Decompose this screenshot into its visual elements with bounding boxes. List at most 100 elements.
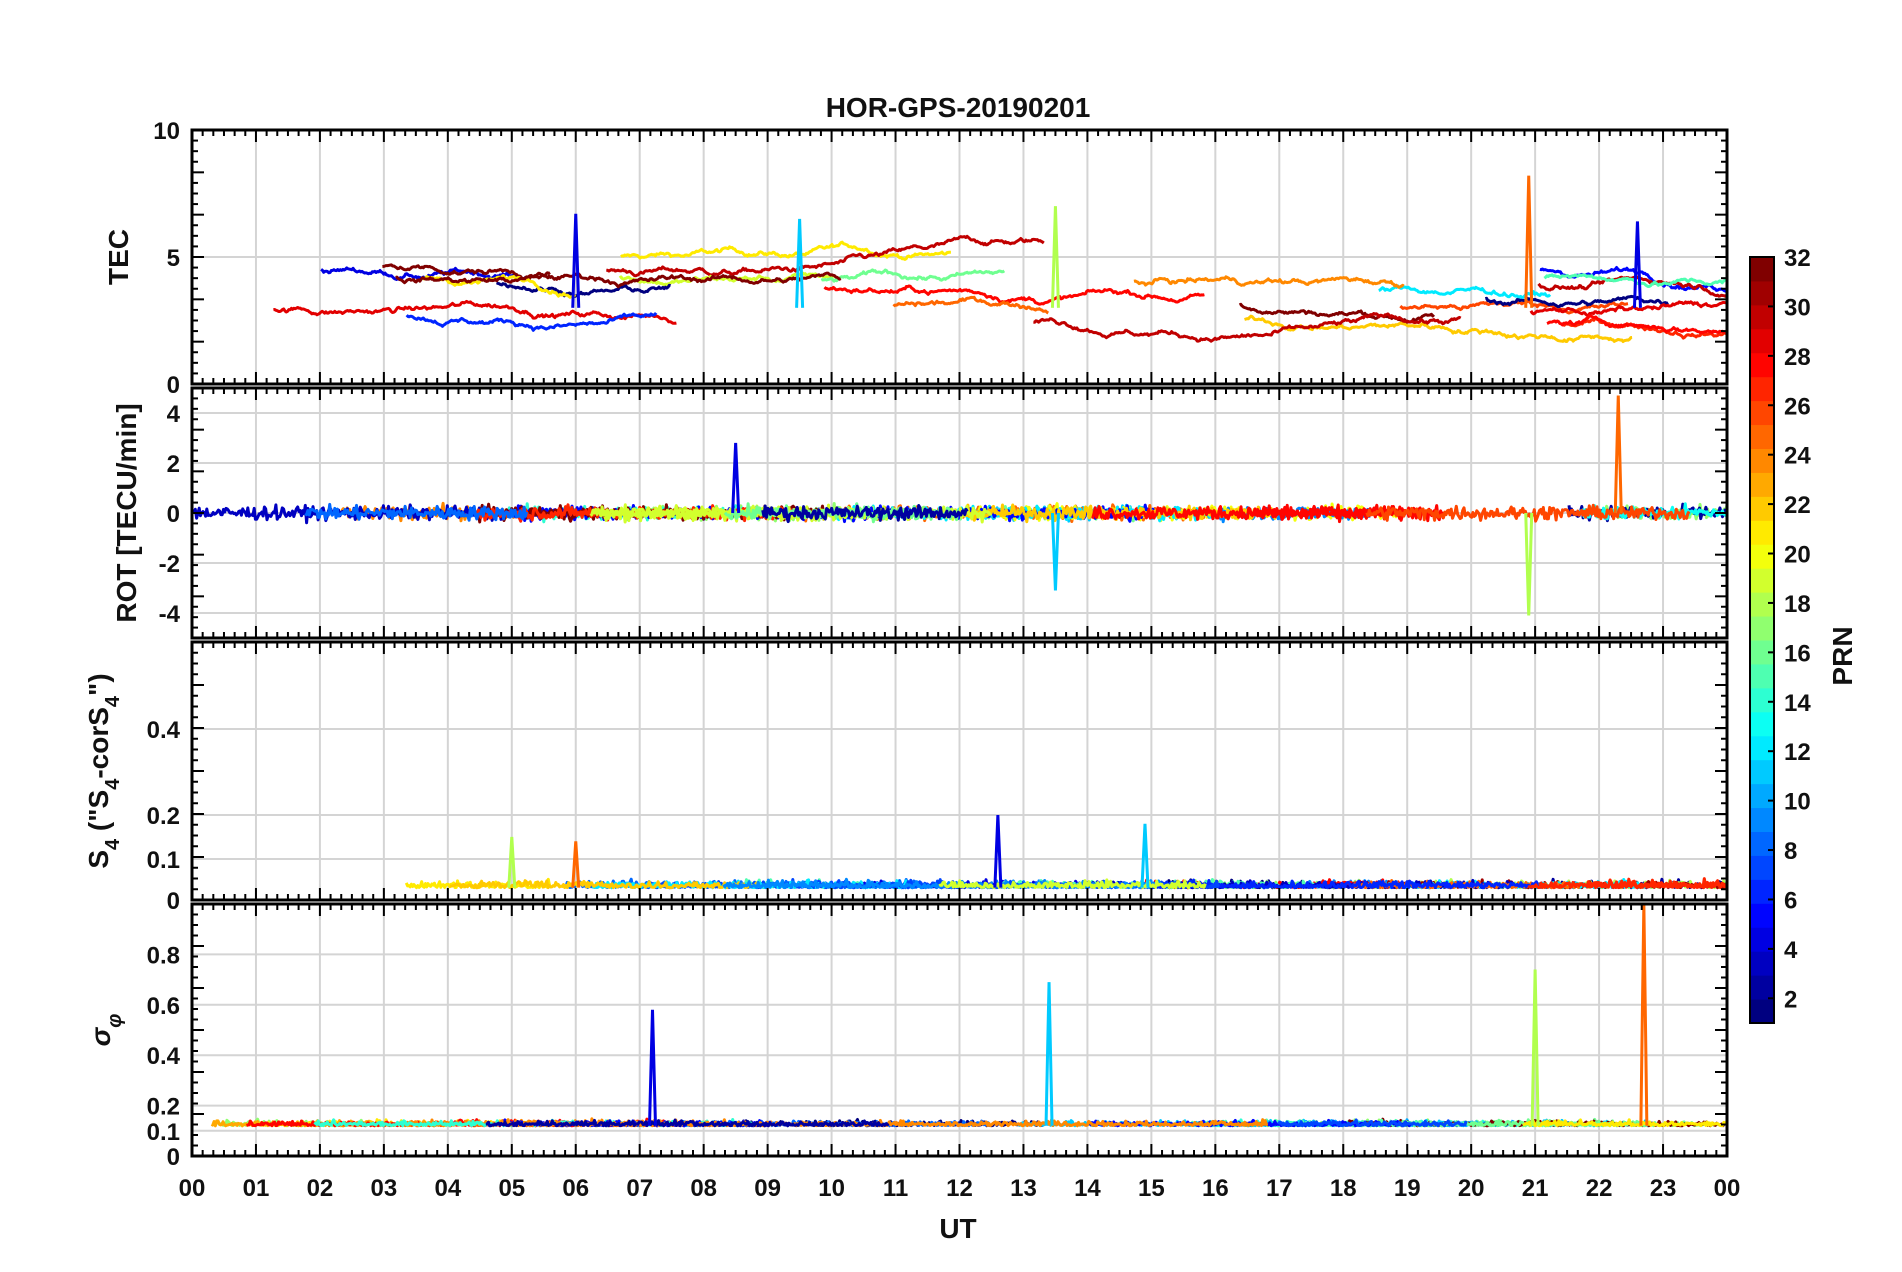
colorbar-segment xyxy=(1750,520,1774,545)
y-tick-label: 4 xyxy=(167,401,181,428)
y-axis-label-part: σ xyxy=(85,1026,116,1046)
y-axis-label-tec: TEC xyxy=(103,229,134,285)
y-tick-label: 0.6 xyxy=(147,993,180,1020)
prn-trace xyxy=(1033,312,1462,343)
x-tick-label: 20 xyxy=(1458,1175,1485,1202)
chart-title: HOR-GPS-20190201 xyxy=(826,92,1091,123)
colorbar-tick-label: 24 xyxy=(1784,443,1811,470)
prn-trace xyxy=(606,234,1045,278)
colorbar-tick-label: 26 xyxy=(1784,393,1811,420)
y-axis-label-rot: ROT [TECU/min] xyxy=(111,403,142,622)
colorbar-segment xyxy=(1750,448,1774,473)
colorbar-tick-label: 14 xyxy=(1784,690,1811,717)
y-tick-label: 0 xyxy=(167,888,180,915)
traces-s4 xyxy=(404,814,1727,890)
prn-trace xyxy=(273,299,677,325)
y-tick-label: 0 xyxy=(167,372,180,399)
prn-trace xyxy=(894,1118,1269,1128)
prn-trace xyxy=(1378,284,1552,299)
colorbar-segment xyxy=(1750,735,1774,761)
peak-mark xyxy=(795,218,805,308)
colorbar-tick-label: 4 xyxy=(1784,937,1798,964)
colorbar-segment xyxy=(1750,304,1774,330)
x-tick-label: 11 xyxy=(883,1175,908,1202)
colorbar-segment xyxy=(1750,999,1774,1024)
peak-mark xyxy=(507,836,517,888)
x-tick-label: 05 xyxy=(498,1175,525,1202)
peak-mark xyxy=(731,442,741,514)
prn-trace xyxy=(1546,314,1727,335)
colorbar-label: PRN xyxy=(1827,626,1858,685)
peak-mark xyxy=(1050,512,1060,591)
colorbar-segment xyxy=(1750,472,1774,497)
colorbar-tick-label: 32 xyxy=(1784,245,1811,272)
prn-trace xyxy=(1365,503,1691,523)
peak-mark xyxy=(1530,969,1540,1126)
y-tick-label: 0.1 xyxy=(147,847,180,874)
colorbar-tick-label: 8 xyxy=(1784,838,1797,865)
peak-mark xyxy=(1632,221,1642,308)
prn-trace xyxy=(823,284,1205,306)
y-tick-label: 0.8 xyxy=(147,942,180,969)
traces-sigma xyxy=(210,904,1727,1128)
peak-mark xyxy=(1524,175,1534,308)
panel-rot: -4 -2 0 2 4 ROT [TECU/min] xyxy=(111,386,1729,640)
prn-trace xyxy=(1529,300,1727,317)
peak-mark xyxy=(1140,823,1150,888)
y-tick-label: 0.4 xyxy=(147,717,181,744)
y-tick-label: 5 xyxy=(167,245,180,272)
prn-trace xyxy=(395,271,842,289)
x-tick-label: 00 xyxy=(179,1175,206,1202)
colorbar-tick-label: 22 xyxy=(1784,492,1811,519)
colorbar-frame xyxy=(1749,256,1775,1024)
colorbar-segment xyxy=(1750,759,1774,785)
prn-trace xyxy=(820,268,1006,283)
prn-trace xyxy=(1537,275,1727,298)
prn-trace xyxy=(1484,294,1669,309)
colorbar-segment xyxy=(1750,855,1774,880)
x-tick-label: 07 xyxy=(626,1175,653,1202)
colorbar-segment xyxy=(1750,927,1774,952)
colorbar-tick-label: 30 xyxy=(1784,294,1811,321)
x-tick-label: 06 xyxy=(562,1175,589,1202)
colorbar-tick-label: 20 xyxy=(1784,542,1811,569)
colorbar-segment xyxy=(1750,257,1774,282)
peak-mark xyxy=(1613,395,1623,514)
colorbar-segment xyxy=(1750,568,1774,593)
y-axis-label-s4: S4 ("S4-corS4") xyxy=(83,673,124,868)
y-tick-label: 2 xyxy=(167,451,180,478)
prn-trace xyxy=(892,295,1050,315)
prn-trace xyxy=(1522,1118,1727,1128)
prn-trace xyxy=(620,240,952,261)
prn-trace xyxy=(304,502,529,522)
y-tick-label: 0 xyxy=(167,501,180,528)
y-axis-label-part: S xyxy=(83,850,114,869)
y-tick-label: -2 xyxy=(159,551,180,578)
peak-mark xyxy=(993,814,1003,888)
peak-mark xyxy=(648,1009,657,1126)
x-tick-label: 17 xyxy=(1266,1175,1293,1202)
panel-s4: 0 0.1 0.2 0.4 S4 ("S4-corS4") xyxy=(83,640,1729,915)
y-axis-label-part: φ xyxy=(104,1014,126,1028)
peak-mark xyxy=(571,213,581,308)
y-axis-label-part: 4 xyxy=(102,838,124,850)
prn-trace xyxy=(449,879,759,890)
x-tick-label: 12 xyxy=(946,1175,973,1202)
colorbar-tick-label: 6 xyxy=(1784,887,1797,914)
y-tick-label: 0.4 xyxy=(147,1043,181,1070)
colorbar-segment xyxy=(1750,544,1774,569)
y-tick-label: -4 xyxy=(159,601,181,628)
colorbar-segment xyxy=(1750,663,1774,689)
peak-mark xyxy=(571,841,581,888)
y-tick-label: 0.2 xyxy=(147,803,180,830)
y-tick-label: 10 xyxy=(153,118,180,145)
y-tick-label: 0.2 xyxy=(147,1094,180,1121)
x-tick-label: 03 xyxy=(371,1175,398,1202)
colorbar-segment xyxy=(1750,496,1774,521)
colorbar-tick-label: 12 xyxy=(1784,739,1811,766)
x-tick-label: 02 xyxy=(307,1175,334,1202)
x-tick-label: 10 xyxy=(818,1175,845,1202)
